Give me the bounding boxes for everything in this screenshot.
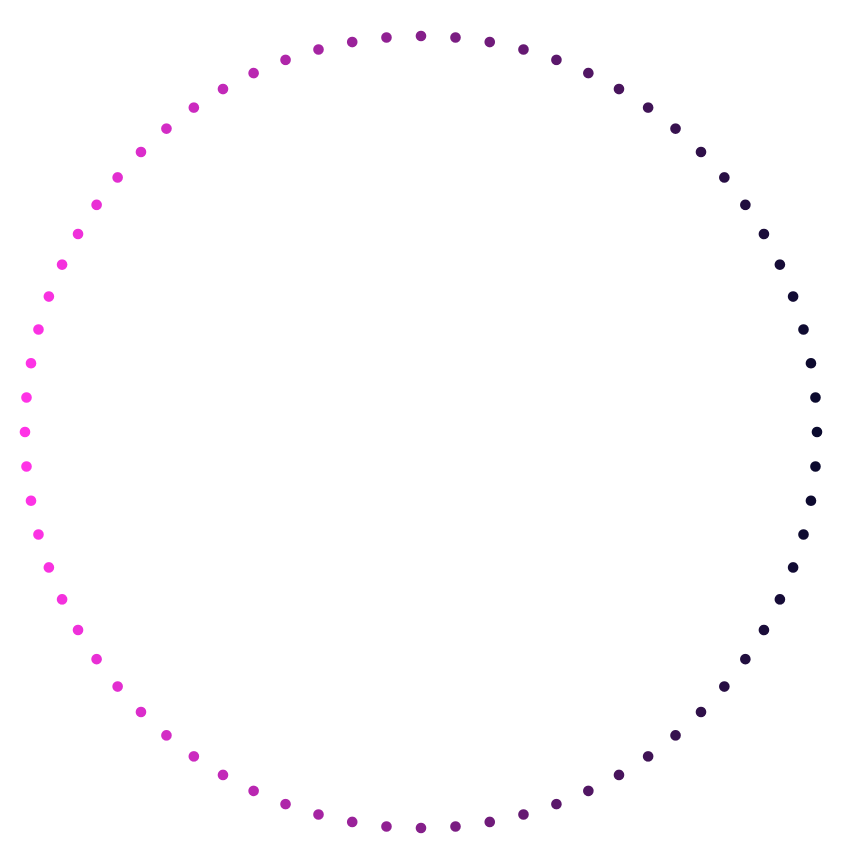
dot bbox=[25, 495, 37, 507]
dot bbox=[642, 751, 654, 762]
dot bbox=[719, 681, 730, 692]
dot bbox=[798, 529, 809, 540]
dot bbox=[112, 172, 123, 183]
dot bbox=[280, 54, 291, 66]
dot bbox=[21, 392, 32, 403]
dot bbox=[805, 357, 817, 369]
dot bbox=[72, 624, 84, 636]
dot bbox=[583, 785, 594, 797]
dot bbox=[72, 228, 84, 240]
dot bbox=[642, 102, 654, 113]
dot bbox=[91, 199, 102, 211]
dot bbox=[810, 461, 821, 472]
dot bbox=[188, 102, 200, 113]
dot bbox=[774, 259, 786, 270]
dot bbox=[21, 461, 32, 472]
dot bbox=[217, 83, 229, 95]
dot bbox=[518, 44, 529, 55]
dot bbox=[811, 426, 823, 438]
dot bbox=[450, 821, 461, 832]
dot bbox=[787, 562, 799, 573]
dot bbox=[484, 36, 496, 48]
dot bbox=[91, 653, 102, 665]
dot bbox=[381, 821, 392, 832]
dot bbox=[695, 146, 707, 158]
dot bbox=[719, 172, 730, 183]
dot bbox=[43, 562, 55, 573]
dot bbox=[613, 83, 625, 95]
dot bbox=[758, 624, 770, 636]
dot bbox=[805, 495, 817, 507]
dot bbox=[787, 291, 799, 302]
dot bbox=[415, 30, 427, 42]
dot bbox=[695, 706, 707, 718]
dot bbox=[56, 259, 68, 270]
dot bbox=[613, 769, 625, 781]
dot bbox=[248, 67, 259, 79]
dot bbox=[810, 392, 821, 403]
dot bbox=[518, 809, 529, 820]
dot bbox=[415, 822, 427, 834]
dot bbox=[161, 123, 172, 134]
dot bbox=[670, 730, 681, 741]
dot bbox=[740, 199, 751, 211]
dot bbox=[112, 681, 123, 692]
dot bbox=[188, 751, 200, 762]
dot bbox=[248, 785, 259, 797]
dot bbox=[25, 357, 37, 369]
dot bbox=[740, 653, 751, 665]
dot bbox=[135, 706, 147, 718]
dot bbox=[135, 146, 147, 158]
dot bbox=[583, 67, 594, 79]
dot bbox=[484, 816, 496, 828]
dot bbox=[551, 798, 562, 810]
dot bbox=[774, 594, 786, 605]
dot bbox=[450, 32, 461, 43]
dot bbox=[381, 32, 392, 43]
dot bbox=[280, 798, 291, 810]
dot bbox=[758, 228, 770, 240]
dot bbox=[313, 44, 324, 55]
dot bbox=[217, 769, 229, 781]
dot bbox=[346, 36, 358, 48]
dot bbox=[43, 291, 55, 302]
dot bbox=[33, 324, 44, 335]
dot bbox=[33, 529, 44, 540]
dot bbox=[798, 324, 809, 335]
dot bbox=[161, 730, 172, 741]
dot bbox=[670, 123, 681, 134]
dot bbox=[56, 594, 68, 605]
dot bbox=[346, 816, 358, 828]
dot bbox=[19, 426, 31, 438]
dot bbox=[551, 54, 562, 66]
dot bbox=[313, 809, 324, 820]
